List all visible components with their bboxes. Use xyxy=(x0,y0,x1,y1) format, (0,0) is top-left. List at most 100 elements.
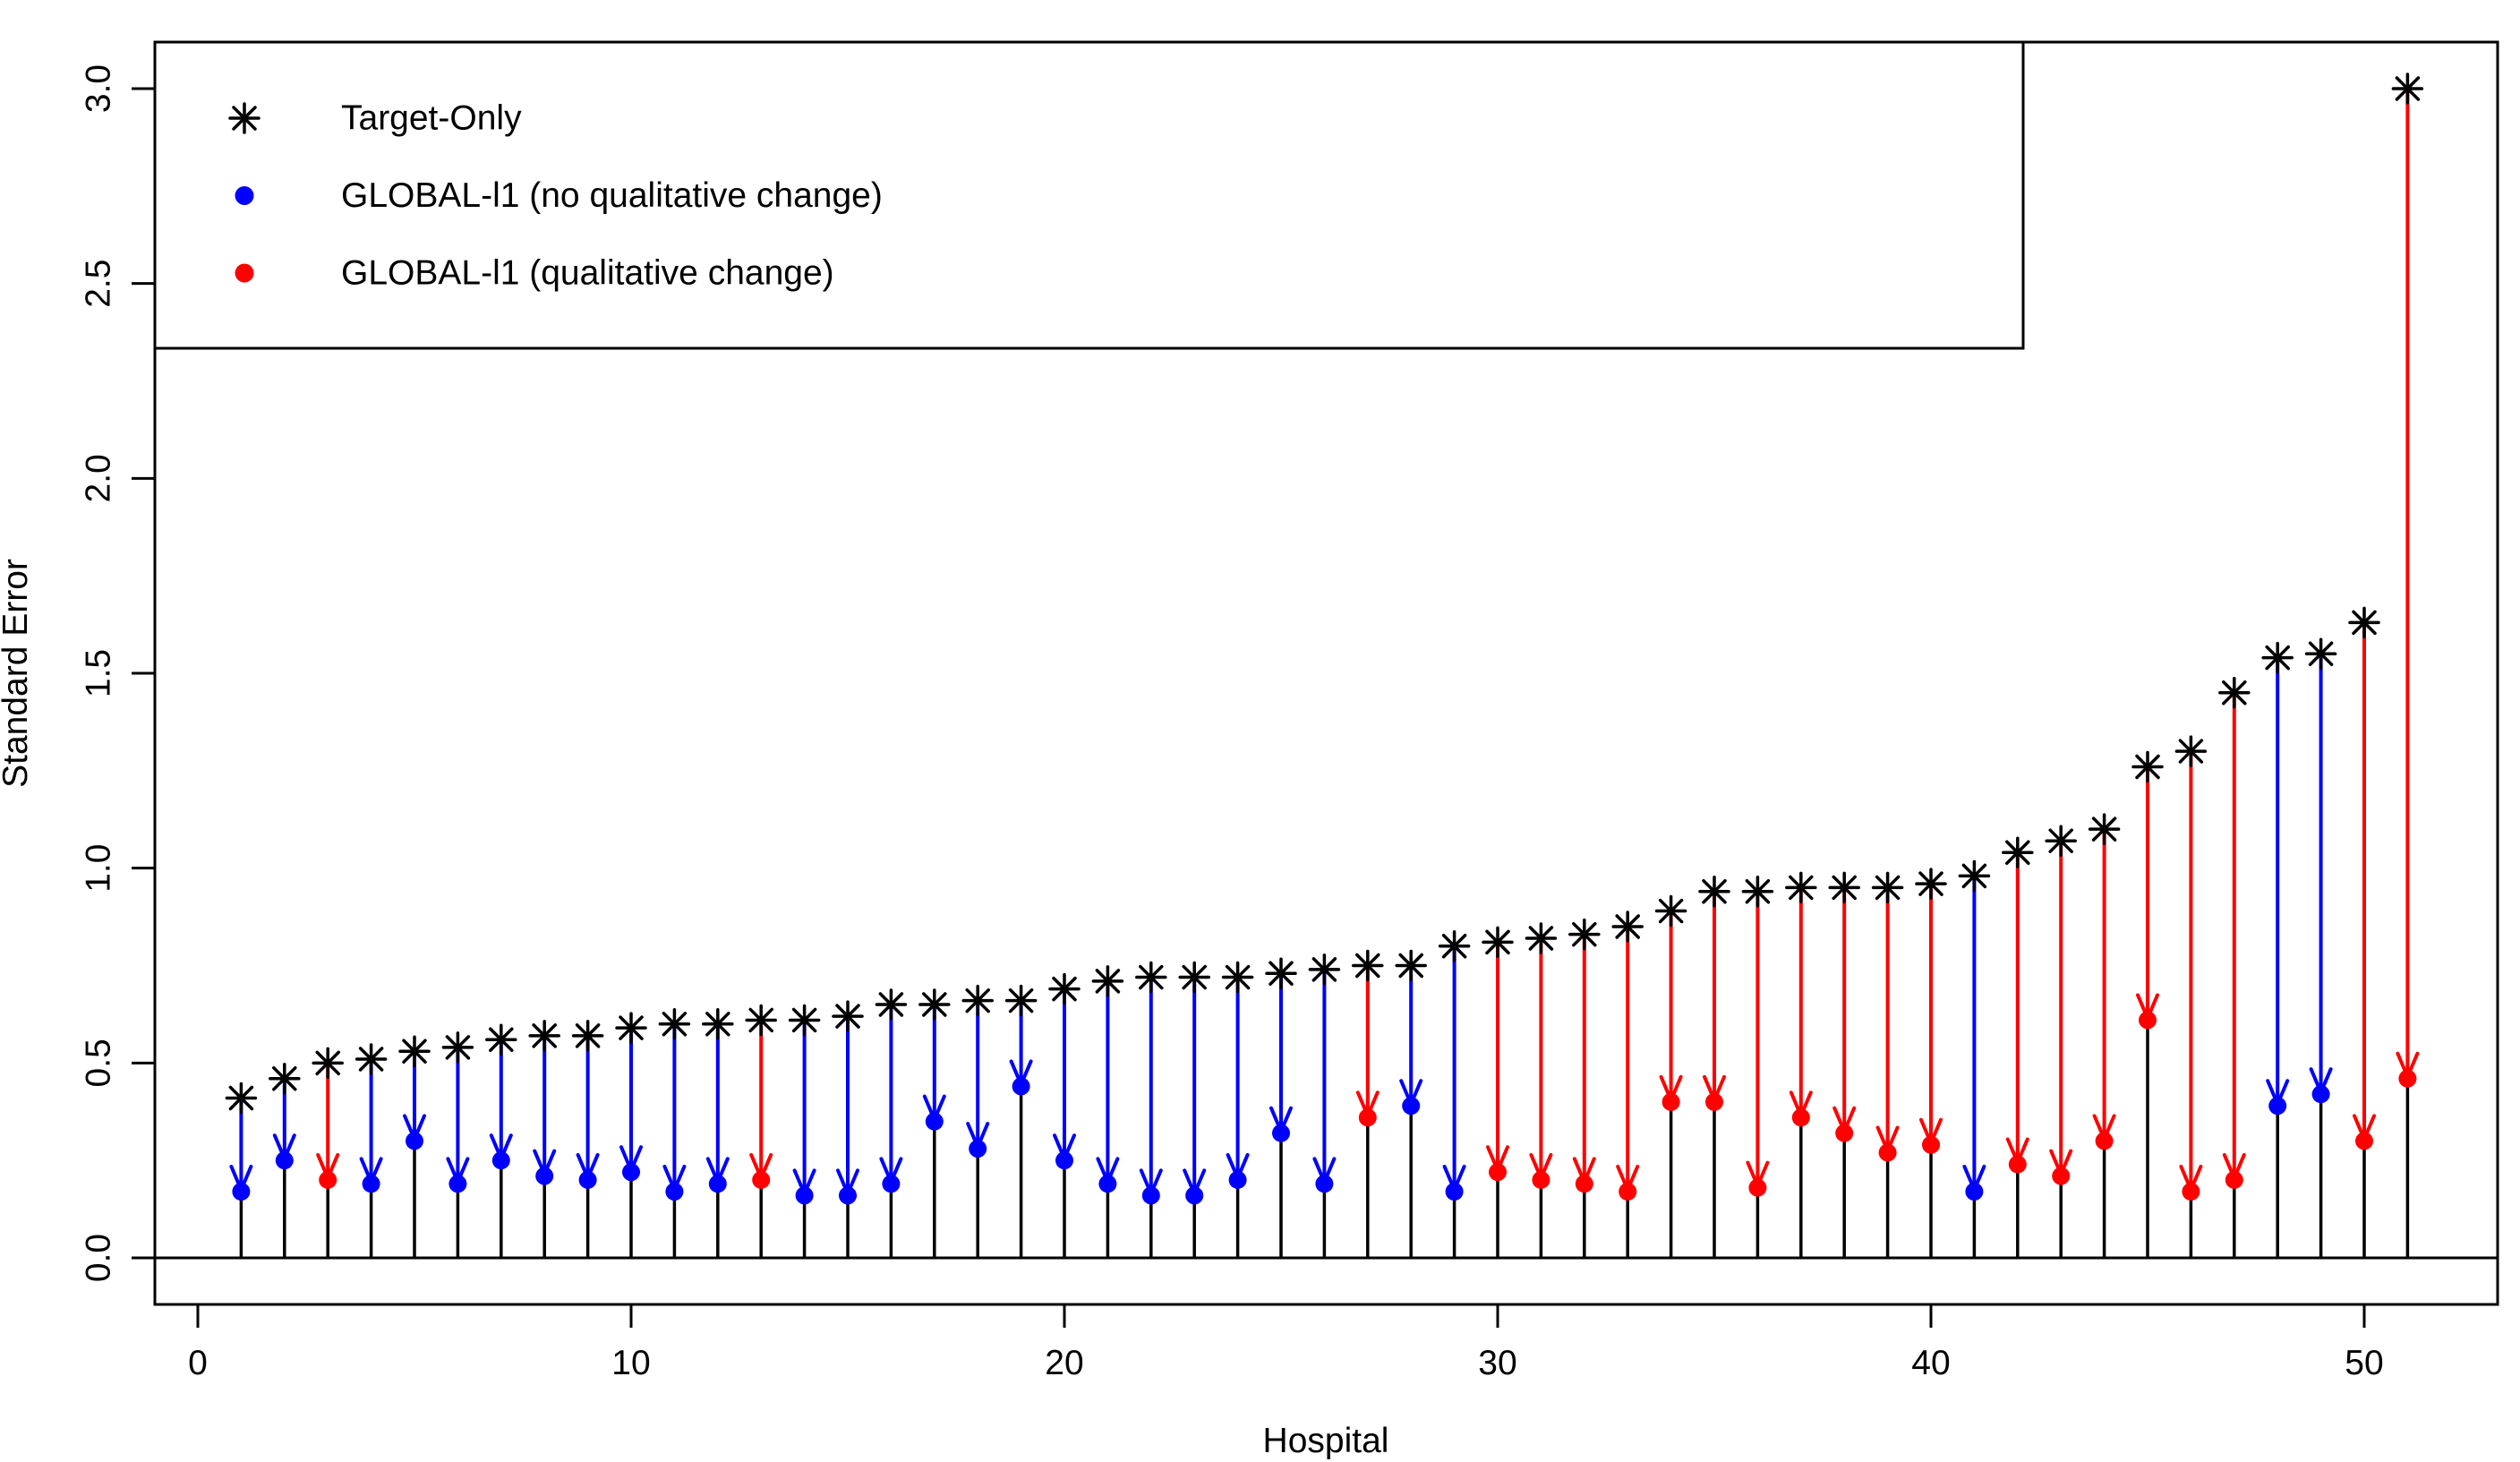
asterisk-ray xyxy=(272,1065,297,1091)
global-l1-point xyxy=(1748,1178,1767,1197)
global-l1-point xyxy=(1358,1108,1377,1127)
asterisk-ray xyxy=(2048,828,2073,853)
asterisk-ray xyxy=(791,1007,817,1033)
hospital-mark-group xyxy=(312,1047,344,1258)
target-only-marker xyxy=(528,1020,560,1052)
target-only-marker xyxy=(2002,836,2034,869)
global-l1-point xyxy=(2311,1085,2330,1104)
asterisk-ray xyxy=(1355,953,1380,979)
y-tick-label: 1.5 xyxy=(80,649,118,697)
global-l1-point xyxy=(1878,1143,1897,1162)
target-only-marker xyxy=(2304,637,2337,670)
target-only-marker xyxy=(485,1023,517,1056)
asterisk-ray xyxy=(619,1015,644,1040)
global-l1-point xyxy=(1098,1175,1117,1193)
hospital-mark-group xyxy=(1395,949,1427,1258)
global-l1-point xyxy=(1922,1135,1940,1154)
asterisk-ray xyxy=(1182,964,1207,990)
x-tick-label: 10 xyxy=(611,1344,650,1382)
global-l1-point xyxy=(665,1182,684,1201)
generated-chart-layer: 0 10 20 30 40 50 0.0 0.5 1.0 1.5 2.0 2.5 3.0 Target-O… xyxy=(80,40,2499,1382)
target-only-marker xyxy=(2045,825,2077,857)
target-only-marker xyxy=(1915,868,1947,900)
target-only-marker xyxy=(1568,918,1601,951)
global-l1-point xyxy=(362,1175,380,1193)
target-only-marker xyxy=(1004,984,1038,1017)
asterisk-ray xyxy=(878,992,904,1017)
hospital-mark-group xyxy=(1135,961,1167,1258)
target-only-marker xyxy=(1741,876,1774,908)
global-l1-point xyxy=(839,1186,857,1205)
asterisk-ray xyxy=(1095,969,1121,994)
global-l1-point xyxy=(752,1170,771,1189)
global-l1-point xyxy=(2268,1097,2287,1116)
asterisk-ray xyxy=(1658,898,1684,924)
asterisk-ray xyxy=(2222,680,2247,705)
global-l1-point xyxy=(1575,1175,1593,1193)
global-l1-point xyxy=(1402,1097,1421,1116)
global-l1-point xyxy=(406,1132,423,1150)
hospital-mark-group xyxy=(2174,735,2208,1258)
target-only-marker xyxy=(1828,871,1860,904)
global-l1-point xyxy=(1055,1151,1073,1170)
hospital-mark-group xyxy=(398,1035,431,1258)
global-l1-point xyxy=(1272,1124,1290,1142)
asterisk-ray xyxy=(2265,645,2290,671)
global-l1-point xyxy=(2225,1170,2243,1189)
target-only-marker xyxy=(2131,750,2164,783)
asterisk-ray xyxy=(1702,879,1727,904)
hospital-mark-group xyxy=(269,1062,301,1258)
asterisk-ray xyxy=(1008,987,1034,1013)
target-only-marker xyxy=(1221,961,1254,994)
x-axis-title: Hospital xyxy=(1263,1422,1389,1460)
hospital-mark-group xyxy=(225,1082,258,1258)
x-tick-label: 30 xyxy=(1478,1344,1516,1382)
asterisk-ray xyxy=(1789,875,1814,901)
y-tick-label: 1.0 xyxy=(80,844,118,893)
x-tick-label: 0 xyxy=(188,1344,208,1382)
target-only-marker xyxy=(961,984,994,1017)
global-l1-point xyxy=(1141,1186,1160,1205)
target-only-marker xyxy=(2391,73,2424,105)
target-only-marker xyxy=(312,1047,344,1080)
target-only-marker xyxy=(1871,871,1904,904)
global-l1-point xyxy=(1012,1077,1030,1096)
y-tick-label: 3.0 xyxy=(80,64,118,113)
target-only-marker xyxy=(1654,894,1687,928)
asterisk-ray xyxy=(1875,875,1901,901)
hospital-mark-group xyxy=(658,1008,691,1258)
asterisk-ray xyxy=(2395,76,2421,101)
hospital-mark-group xyxy=(2131,750,2164,1258)
target-only-marker xyxy=(745,1004,777,1037)
asterisk-ray xyxy=(1572,921,1597,947)
global-l1-point xyxy=(1445,1182,1464,1201)
asterisk-ray xyxy=(1961,863,1987,889)
asterisk-ray xyxy=(2178,739,2204,764)
asterisk-ray xyxy=(2352,610,2377,636)
hospital-mark-group xyxy=(875,988,908,1258)
hospital-mark-group xyxy=(1482,926,1514,1258)
global-l1-point xyxy=(925,1112,944,1131)
target-only-marker xyxy=(1265,957,1297,989)
hospital-mark-group xyxy=(1698,876,1730,1258)
hospital-mark-group xyxy=(1308,953,1341,1258)
target-only-marker xyxy=(1785,871,1817,904)
hospital-mark-group xyxy=(2391,73,2424,1258)
target-only-marker xyxy=(1611,911,1644,943)
global-l1-point xyxy=(1228,1170,1247,1189)
y-tick-label: 2.5 xyxy=(80,260,118,308)
target-only-marker xyxy=(225,1082,258,1115)
target-only-marker xyxy=(1135,961,1167,994)
global-l1-point xyxy=(1185,1186,1204,1205)
legend: Target-Only GLOBAL-l1 (no qualitative cha… xyxy=(153,40,2025,350)
legend-item-label: Target-Only xyxy=(341,99,522,138)
asterisk-ray xyxy=(1441,933,1467,959)
global-l1-point xyxy=(1532,1170,1550,1189)
target-only-marker xyxy=(875,988,908,1021)
asterisk-ray xyxy=(1615,914,1640,939)
target-only-marker xyxy=(2174,735,2208,767)
hospital-mark-group xyxy=(832,1000,864,1258)
global-l1-point xyxy=(232,1182,251,1201)
asterisk-ray xyxy=(835,1004,860,1029)
